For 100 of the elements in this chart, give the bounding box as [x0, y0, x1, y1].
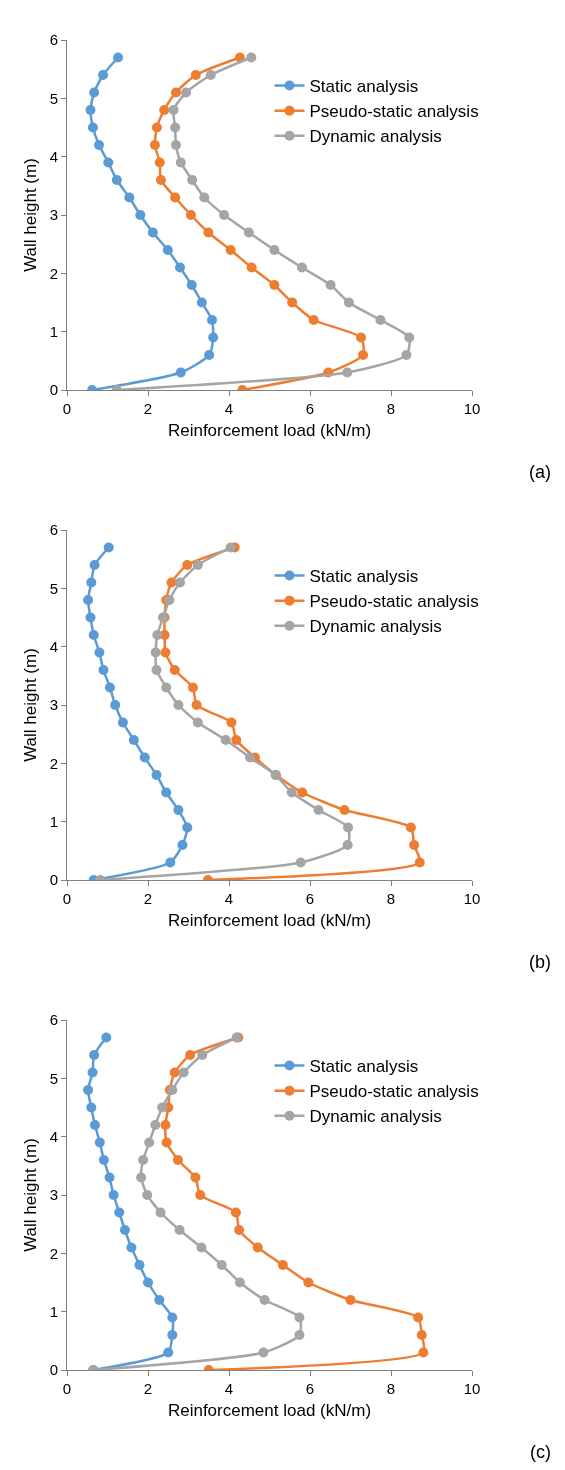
- point: [243, 227, 254, 238]
- point: [159, 105, 170, 115]
- point: [286, 787, 297, 798]
- point: [165, 857, 176, 868]
- y-axis-title: Wall height (m): [21, 158, 41, 272]
- point: [151, 665, 162, 675]
- y-tick-label: 6: [49, 31, 58, 49]
- point: [205, 70, 216, 80]
- y-axis-title: Wall height (m): [21, 648, 41, 762]
- y-axis-title: Wall height (m): [21, 1138, 41, 1252]
- x-tick-label: 10: [463, 1380, 481, 1397]
- point: [110, 700, 121, 710]
- point: [98, 665, 109, 675]
- legend-label: Pseudo-static analysis: [309, 102, 479, 122]
- point: [197, 1050, 208, 1060]
- legend-label: Dynamic analysis: [309, 617, 442, 637]
- point: [343, 297, 354, 308]
- point: [294, 1330, 305, 1340]
- point: [187, 175, 198, 185]
- legend-label: Pseudo-static analysis: [309, 1082, 479, 1102]
- point: [230, 1207, 241, 1218]
- point: [117, 717, 128, 728]
- point: [162, 245, 173, 255]
- point: [134, 1260, 145, 1270]
- point: [172, 1155, 183, 1165]
- legend-label: Static analysis: [309, 1057, 419, 1077]
- point: [246, 52, 257, 63]
- x-tick-label: 4: [224, 400, 234, 417]
- legend-label: Dynamic analysis: [309, 1107, 442, 1127]
- x-tick-label: 8: [386, 890, 396, 907]
- point: [405, 822, 416, 833]
- point: [144, 1137, 155, 1148]
- point: [252, 1242, 263, 1253]
- x-axis-title: Reinforcement load (kN/m): [167, 911, 372, 931]
- legend-label: Static analysis: [309, 77, 419, 97]
- y-tick-label: 3: [49, 206, 58, 224]
- x-tick-label: 6: [305, 890, 315, 907]
- point: [246, 262, 257, 273]
- point: [89, 87, 100, 98]
- point: [234, 1225, 245, 1235]
- point: [85, 105, 96, 115]
- point: [199, 192, 210, 203]
- point: [94, 140, 104, 150]
- point: [185, 1050, 196, 1060]
- point: [170, 87, 181, 98]
- x-tick-label: 8: [386, 1380, 396, 1397]
- legend-label: Pseudo-static analysis: [309, 592, 479, 612]
- point: [104, 1172, 115, 1183]
- point: [177, 840, 188, 850]
- point: [296, 262, 307, 273]
- x-tick-label: 0: [62, 890, 72, 907]
- point: [154, 157, 165, 168]
- point: [225, 542, 236, 553]
- point: [182, 822, 193, 833]
- x-tick-label: 2: [143, 400, 153, 417]
- point: [185, 210, 196, 220]
- point: [418, 1347, 429, 1358]
- point: [170, 122, 181, 133]
- point: [83, 595, 94, 605]
- point: [303, 1277, 314, 1288]
- y-tick-label: 0: [49, 381, 58, 399]
- point: [101, 1032, 112, 1043]
- x-tick-label: 6: [305, 400, 315, 417]
- point: [277, 1260, 288, 1270]
- y-tick-label: 2: [49, 1244, 58, 1262]
- point: [135, 210, 146, 220]
- point: [111, 175, 122, 185]
- point: [157, 1102, 168, 1113]
- point: [161, 682, 172, 693]
- point: [103, 542, 114, 553]
- point: [175, 577, 185, 588]
- x-tick-label: 4: [224, 1380, 234, 1397]
- text: (c): [530, 1442, 551, 1462]
- point: [409, 840, 420, 850]
- point: [191, 700, 202, 710]
- point: [151, 122, 162, 133]
- point: [413, 1312, 424, 1323]
- y-tick-label: 5: [49, 1069, 58, 1087]
- point: [192, 717, 203, 728]
- point: [154, 1295, 165, 1305]
- point: [234, 1277, 245, 1288]
- y-tick-label: 0: [49, 871, 58, 889]
- point: [294, 1312, 305, 1323]
- point: [375, 315, 386, 325]
- point: [231, 735, 242, 745]
- point: [147, 227, 158, 238]
- legend-label: Static analysis: [309, 567, 419, 587]
- point: [259, 1295, 270, 1305]
- point: [416, 1330, 427, 1340]
- point: [94, 1137, 105, 1148]
- point: [245, 752, 256, 763]
- y-tick-label: 3: [49, 1186, 58, 1204]
- point: [356, 332, 367, 343]
- point: [169, 1067, 180, 1078]
- x-tick-label: 8: [386, 400, 396, 417]
- y-tick-label: 0: [49, 1361, 58, 1379]
- x-tick-label: 4: [224, 890, 234, 907]
- y-tick-label: 3: [49, 696, 58, 714]
- point: [226, 717, 237, 728]
- y-tick-label: 6: [49, 521, 58, 539]
